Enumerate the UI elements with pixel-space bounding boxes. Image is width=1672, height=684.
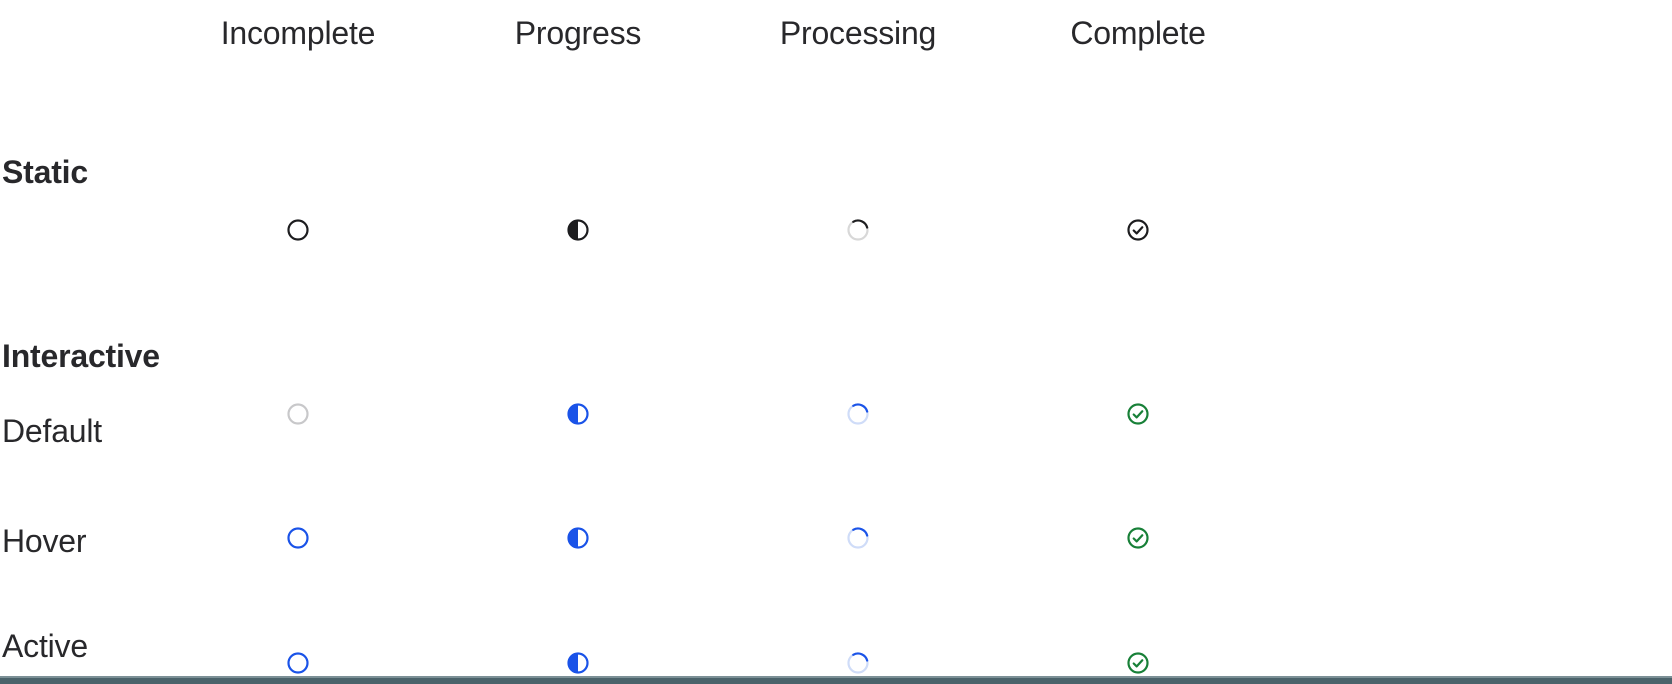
active-incomplete-icon[interactable] <box>158 651 438 675</box>
hover-progress-icon[interactable] <box>438 526 718 550</box>
row-label-default: Default <box>2 413 102 449</box>
column-header-incomplete: Incomplete <box>220 15 376 51</box>
default-incomplete-icon[interactable] <box>158 402 438 426</box>
hover-complete-icon[interactable] <box>998 526 1278 550</box>
column-header-complete: Complete <box>1070 15 1206 51</box>
row-label-active: Active <box>2 628 88 664</box>
column-header-row: Incomplete Progress Processing Complete <box>0 14 1672 52</box>
static-progress-icon <box>438 218 718 242</box>
default-progress-icon[interactable] <box>438 402 718 426</box>
default-state-row: Default <box>0 402 1672 449</box>
row-label-hover: Hover <box>2 523 87 559</box>
static-icon-row <box>0 218 1672 242</box>
section-label-static: Static <box>2 154 88 190</box>
hover-processing-icon[interactable] <box>718 526 998 550</box>
static-incomplete-icon <box>158 218 438 242</box>
bottom-bar <box>0 676 1672 684</box>
static-complete-icon <box>998 218 1278 242</box>
static-processing-icon <box>718 218 998 242</box>
section-static: Static <box>0 153 1672 191</box>
active-progress-icon[interactable] <box>438 651 718 675</box>
column-header-progress: Progress <box>514 15 642 51</box>
default-complete-icon[interactable] <box>998 402 1278 426</box>
column-header-processing: Processing <box>779 15 937 51</box>
section-interactive: Interactive <box>0 337 1672 375</box>
active-processing-icon[interactable] <box>718 651 998 675</box>
default-processing-icon[interactable] <box>718 402 998 426</box>
hover-state-row: Hover <box>0 523 1672 559</box>
hover-incomplete-icon[interactable] <box>158 526 438 550</box>
active-state-row: Active <box>0 628 1672 675</box>
section-label-interactive: Interactive <box>2 338 160 374</box>
active-complete-icon[interactable] <box>998 651 1278 675</box>
